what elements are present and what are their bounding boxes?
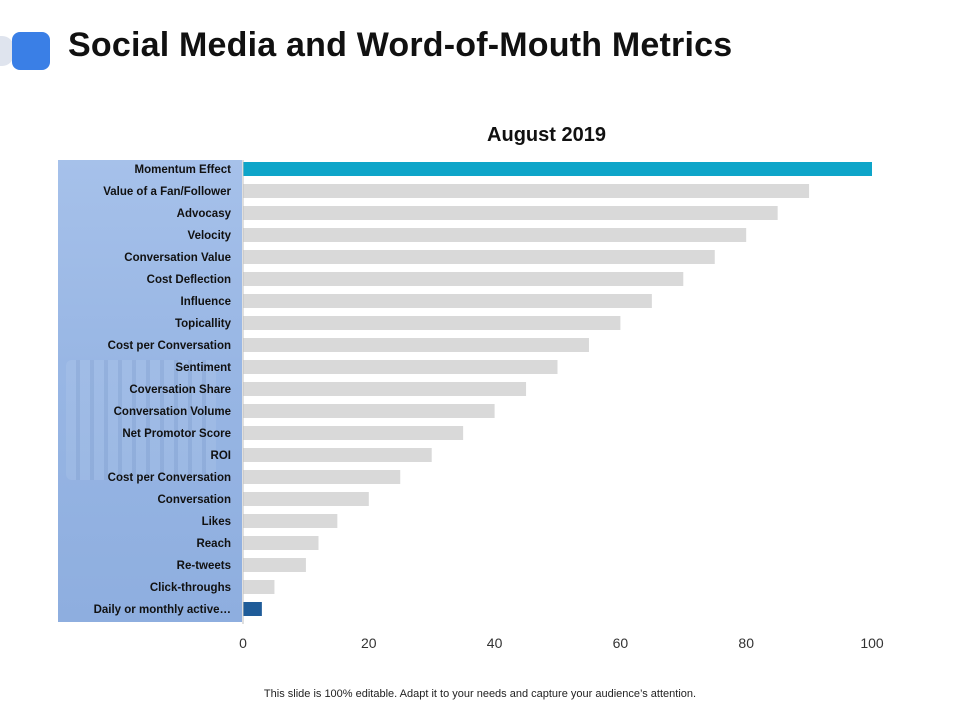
x-tick-label: 80 [738,635,754,651]
category-label: Value of a Fan/Follower [103,186,231,198]
category-label: Re-tweets [177,560,231,572]
category-label: Sentiment [175,362,231,374]
x-tick-label: 40 [487,635,503,651]
bar-1 [243,184,810,198]
bar-11 [243,404,495,418]
category-label: Cost Deflection [147,274,231,286]
bar-6 [243,294,652,308]
bar-17 [243,536,319,550]
chart-title: August 2019 [487,124,606,146]
category-label: Topicallity [175,318,232,330]
bar-16 [243,514,338,528]
x-tick-label: 20 [361,635,377,651]
category-label: Reach [196,538,231,550]
label-background-panel [58,160,242,622]
bar-15 [243,492,369,506]
bar-5 [243,272,684,286]
bar-7 [243,316,621,330]
category-label: Velocity [188,230,232,242]
bar-3 [243,228,747,242]
footer-note: This slide is 100% editable. Adapt it to… [263,688,697,700]
title-badge-shadow [0,36,14,66]
bar-2 [243,206,778,220]
bar-13 [243,448,432,462]
category-label: Momentum Effect [135,164,232,176]
category-label: Cost per Conversation [108,472,231,484]
x-tick-label: 60 [613,635,629,651]
category-label: Coversation Share [129,384,231,396]
bar-4 [243,250,715,264]
bar-0 [243,162,872,176]
bar-18 [243,558,306,572]
bar-14 [243,470,401,484]
x-tick-label: 100 [860,635,884,651]
x-tick-label: 0 [239,635,247,651]
bar-9 [243,360,558,374]
category-label: Net Promotor Score [122,428,231,440]
bar-20 [243,602,262,616]
category-label: ROI [211,450,231,462]
title-badge-icon [12,32,50,70]
category-label: Advocasy [177,208,232,220]
category-label: Influence [181,296,231,308]
bar-19 [243,580,275,594]
category-label: Click-throughs [150,582,231,594]
category-label: Likes [202,516,231,528]
category-label: Conversation Value [124,252,231,264]
bar-12 [243,426,464,440]
category-label: Daily or monthly active… [94,604,231,616]
category-label: Conversation Volume [114,406,231,418]
category-label: Cost per Conversation [108,340,231,352]
bar-10 [243,382,527,396]
bar-8 [243,338,589,352]
page-title: Social Media and Word-of-Mouth Metrics [68,26,733,64]
category-label: Conversation [158,494,232,506]
